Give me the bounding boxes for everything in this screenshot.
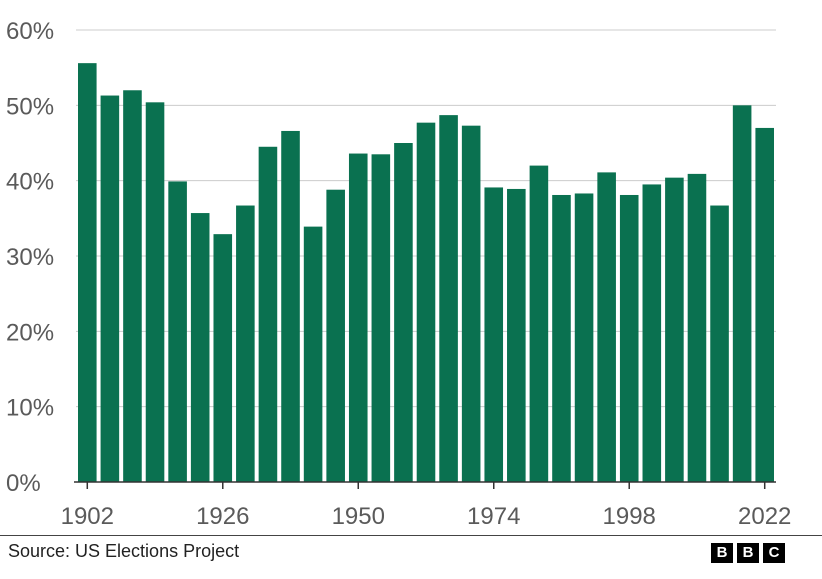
turnout-bar-chart: 0% 10% 20% 30% 40% 50% 60% 1902 1926 1950 1974 199… xyxy=(6,18,791,530)
bar xyxy=(642,184,662,482)
bar xyxy=(371,154,391,483)
bar xyxy=(258,146,278,482)
bar xyxy=(710,205,729,482)
bar xyxy=(484,187,504,483)
bar xyxy=(416,122,436,482)
y-tick-label: 30% xyxy=(6,244,54,271)
bar xyxy=(574,193,594,482)
source-note: Source: US Elections Project xyxy=(8,541,240,561)
y-axis-labels: 0% 10% 20% 30% 40% 50% 60% xyxy=(6,18,54,497)
bar xyxy=(461,125,481,482)
bar xyxy=(394,143,413,482)
bar xyxy=(326,189,345,482)
bar xyxy=(281,130,300,483)
x-tick-label: 1998 xyxy=(603,503,656,530)
bar xyxy=(145,102,165,482)
bbc-logo-letter: B xyxy=(737,543,759,563)
bar xyxy=(168,181,187,483)
bar xyxy=(213,234,233,482)
bar xyxy=(597,172,616,482)
footer-divider xyxy=(0,535,822,536)
bar xyxy=(78,63,97,482)
x-tick-label: 1926 xyxy=(196,503,249,530)
bar xyxy=(529,165,549,482)
bar xyxy=(755,127,774,482)
bar xyxy=(687,173,707,483)
y-tick-label: 60% xyxy=(6,18,54,45)
bar xyxy=(619,194,639,483)
x-axis: 1902 1926 1950 1974 1998 2022 xyxy=(61,481,791,530)
bar xyxy=(303,226,323,482)
y-tick-label: 20% xyxy=(6,319,54,346)
bar xyxy=(236,205,255,482)
bbc-logo-letter: C xyxy=(763,543,785,563)
y-tick-label: 0% xyxy=(6,470,41,497)
y-tick-label: 50% xyxy=(6,93,54,120)
bar xyxy=(439,115,458,483)
y-tick-label: 40% xyxy=(6,169,54,196)
bar xyxy=(507,188,526,482)
bar xyxy=(348,153,368,482)
bar xyxy=(665,177,684,483)
bar xyxy=(190,213,210,482)
bar xyxy=(123,90,142,483)
x-tick-label: 1974 xyxy=(467,503,520,530)
bars xyxy=(78,63,774,483)
bar xyxy=(100,95,120,482)
bar xyxy=(732,105,752,482)
y-tick-label: 10% xyxy=(6,395,54,422)
x-tick-label: 2022 xyxy=(738,503,791,530)
bbc-logo-letter: B xyxy=(711,543,733,563)
x-tick-label: 1950 xyxy=(332,503,385,530)
x-tick-label: 1902 xyxy=(61,503,114,530)
bar xyxy=(552,194,571,483)
bbc-logo: B B C xyxy=(711,543,785,563)
